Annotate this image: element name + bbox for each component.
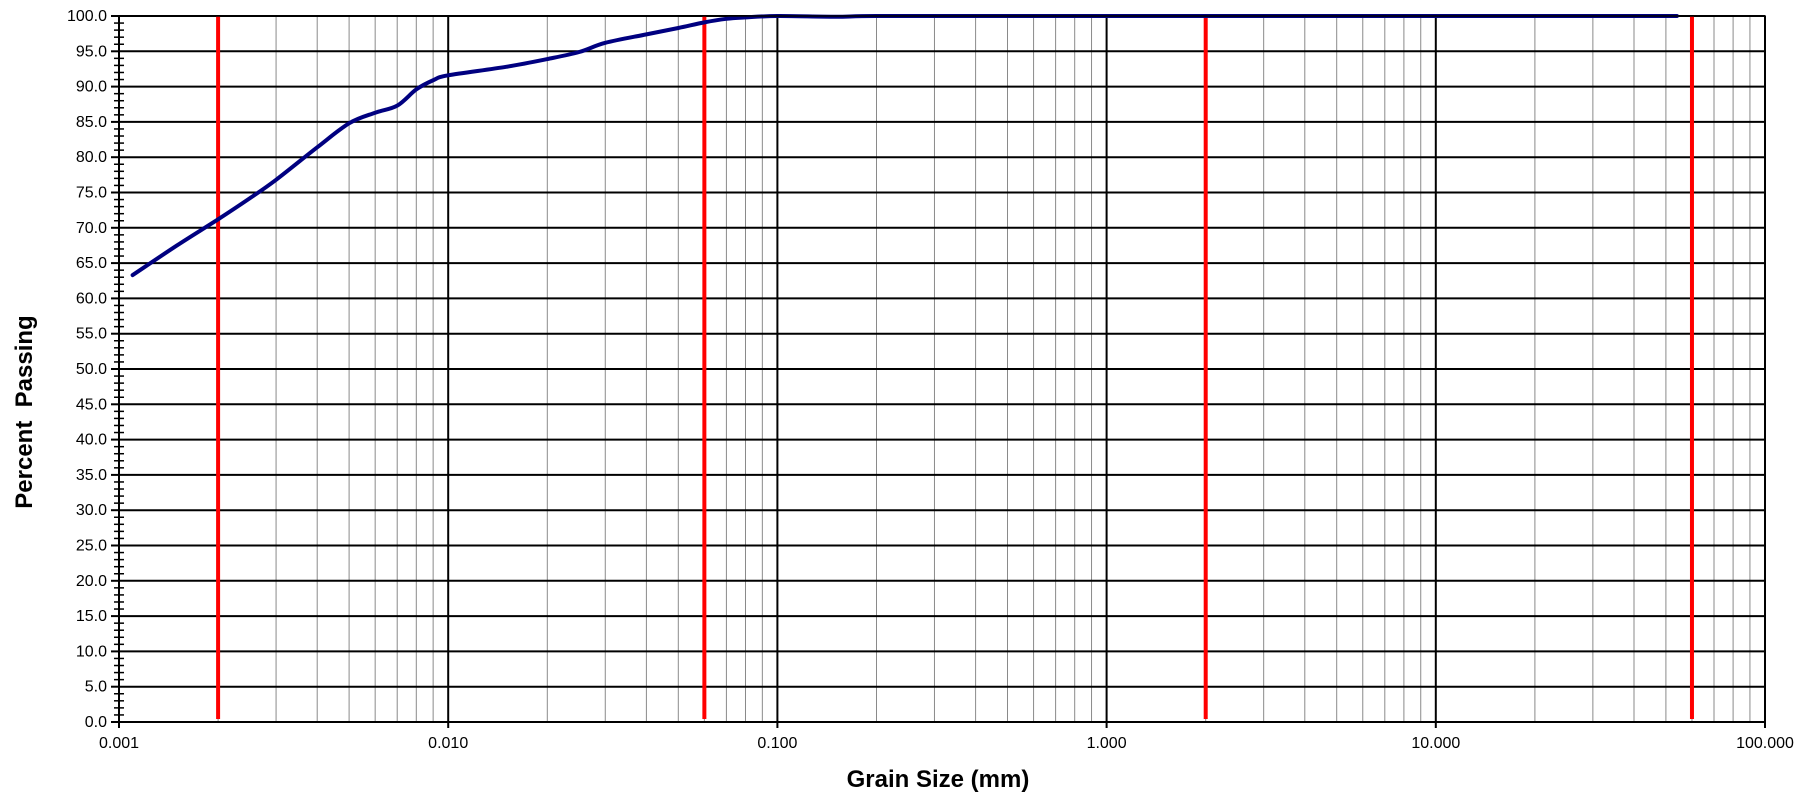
x-tick-label: 0.001 bbox=[99, 735, 139, 752]
y-tick-label: 65.0 bbox=[76, 255, 107, 272]
x-axis-label: Grain Size (mm) bbox=[847, 766, 1030, 793]
y-tick-label: 20.0 bbox=[76, 573, 107, 590]
y-tick-label: 10.0 bbox=[76, 643, 107, 660]
y-tick-label: 60.0 bbox=[76, 290, 107, 307]
plot-frame bbox=[118, 15, 1766, 723]
y-tick-label: 35.0 bbox=[76, 467, 107, 484]
x-tick-label: 100.000 bbox=[1736, 735, 1794, 752]
reference-lines bbox=[216, 16, 1694, 719]
x-tick-label: 1.000 bbox=[1087, 735, 1127, 752]
y-tick-label: 15.0 bbox=[76, 608, 107, 625]
y-tick-label: 100.0 bbox=[67, 8, 107, 25]
y-tick-label: 70.0 bbox=[76, 220, 107, 237]
y-tick-label: 45.0 bbox=[76, 396, 107, 413]
y-tick-label: 5.0 bbox=[85, 679, 107, 696]
y-axis-label: Percent Passing bbox=[11, 315, 38, 508]
y-tick-label: 95.0 bbox=[76, 43, 107, 60]
major-gridlines bbox=[118, 15, 1766, 723]
y-tick-label: 85.0 bbox=[76, 114, 107, 131]
y-tick-label: 55.0 bbox=[76, 326, 107, 343]
y-tick-labels: 0.0 5.0 10.0 15.0 20.0 25.0 30.0 35.0 40.0 45.0 50… bbox=[67, 8, 107, 731]
x-tick-label: 10.000 bbox=[1411, 735, 1460, 752]
x-tick-label: 0.010 bbox=[428, 735, 468, 752]
y-tick-label: 80.0 bbox=[76, 149, 107, 166]
y-tick-label: 30.0 bbox=[76, 502, 107, 519]
x-tick-labels: 0.001 0.010 0.100 1.000 10.000 100.000 bbox=[99, 735, 1794, 752]
x-tick-label: 0.100 bbox=[757, 735, 797, 752]
series-line bbox=[130, 13, 1679, 278]
y-tick-label: 0.0 bbox=[85, 714, 107, 731]
y-tick-label: 50.0 bbox=[76, 361, 107, 378]
series-layer bbox=[130, 13, 1679, 278]
y-tick-label: 75.0 bbox=[76, 185, 107, 202]
y-tick-label: 90.0 bbox=[76, 79, 107, 96]
y-tick-label: 25.0 bbox=[76, 538, 107, 555]
y-tick-label: 40.0 bbox=[76, 432, 107, 449]
